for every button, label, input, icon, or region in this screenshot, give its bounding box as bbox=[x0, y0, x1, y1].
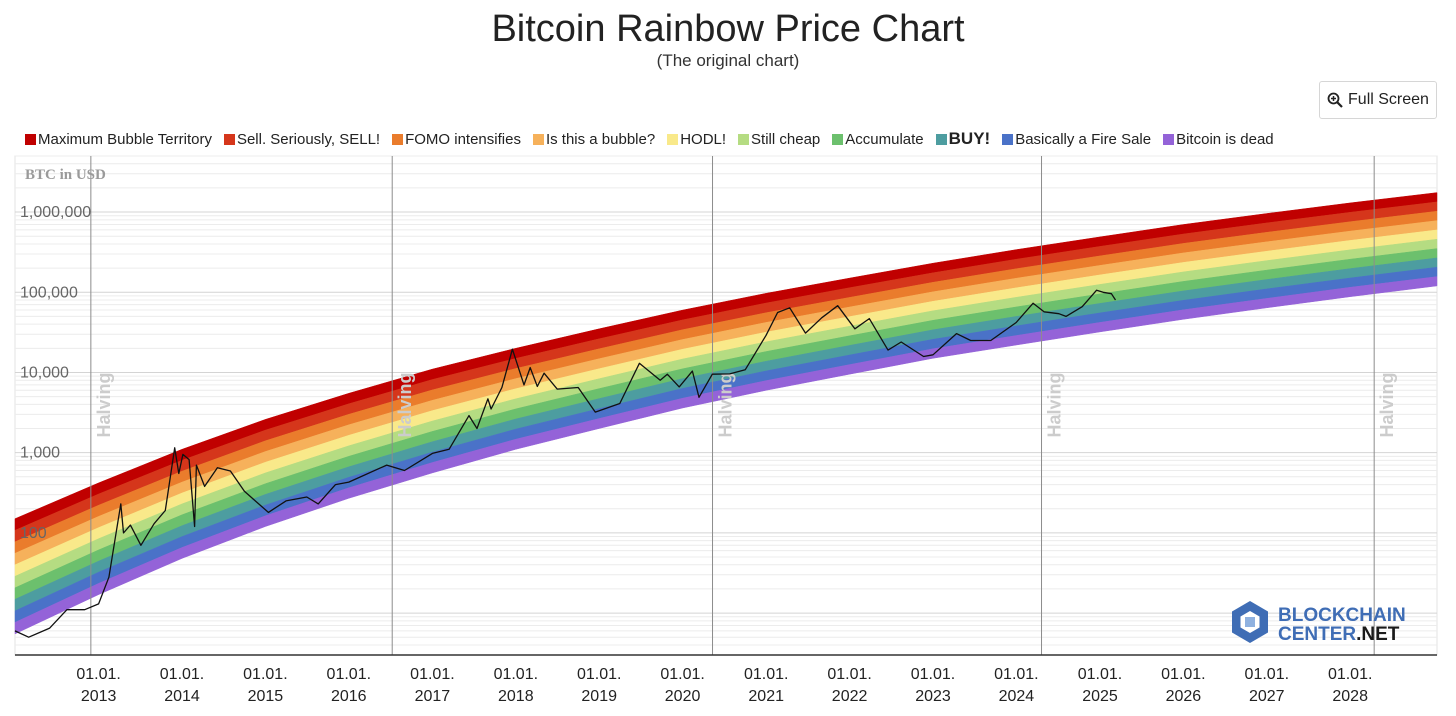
y-tick-label: 1,000,000 bbox=[20, 204, 91, 221]
legend-item[interactable]: Maximum Bubble Territory bbox=[25, 131, 212, 148]
legend-swatch bbox=[935, 133, 947, 145]
legend-swatch bbox=[832, 133, 844, 145]
legend-swatch bbox=[25, 133, 36, 145]
brand-line1: BLOCKCHAIN bbox=[1278, 605, 1406, 626]
y-tick-label: 100,000 bbox=[20, 284, 78, 301]
x-tick-label: 01.01. bbox=[1161, 666, 1205, 683]
full-screen-button[interactable]: Full Screen bbox=[1319, 81, 1437, 119]
brand-suffix: .NET bbox=[1356, 624, 1400, 645]
rainbow-band bbox=[14, 276, 1438, 635]
x-tick-label: 2025 bbox=[1082, 688, 1118, 705]
x-tick-label: 01.01. bbox=[76, 666, 120, 683]
halving-label: Halving bbox=[716, 372, 736, 437]
halving-label: Halving bbox=[94, 372, 114, 437]
y-tick-label: 10,000 bbox=[20, 364, 69, 381]
legend-label: Accumulate bbox=[845, 130, 924, 148]
legend-item[interactable]: Sell. Seriously, SELL! bbox=[223, 130, 381, 148]
legend-label: Still cheap bbox=[751, 130, 821, 148]
y-tick-label: 100 bbox=[20, 525, 47, 542]
cube-icon bbox=[1245, 617, 1255, 627]
x-tick-label: 01.01. bbox=[410, 666, 454, 683]
halving-label: Halving bbox=[1377, 372, 1397, 437]
x-tick-label: 2016 bbox=[331, 688, 367, 705]
x-tick-label: 2020 bbox=[665, 688, 701, 705]
full-screen-label: Full Screen bbox=[1348, 91, 1429, 108]
legend-swatch bbox=[1002, 133, 1014, 145]
x-tick-label: 01.01. bbox=[1245, 666, 1289, 683]
legend-swatch bbox=[738, 133, 750, 145]
x-tick-label: 2013 bbox=[81, 688, 117, 705]
legend-swatch bbox=[667, 133, 679, 145]
x-tick-label: 01.01. bbox=[911, 666, 955, 683]
legend-label: Bitcoin is dead bbox=[1176, 130, 1274, 148]
x-tick-label: 2022 bbox=[832, 688, 868, 705]
chart-title: Bitcoin Rainbow Price Chart bbox=[491, 8, 965, 50]
x-tick-label: 01.01. bbox=[327, 666, 371, 683]
brand-center: CENTER bbox=[1278, 624, 1356, 645]
x-tick-label: 2018 bbox=[498, 688, 534, 705]
legend-item[interactable]: Basically a Fire Sale bbox=[1002, 131, 1151, 148]
x-tick-label: 01.01. bbox=[243, 666, 287, 683]
x-tick-label: 2026 bbox=[1166, 688, 1202, 705]
x-tick-label: 01.01. bbox=[660, 666, 704, 683]
legend-label: Basically a Fire Sale bbox=[1015, 130, 1152, 148]
legend-label: Maximum Bubble Territory bbox=[38, 130, 212, 148]
legend-label: BUY! bbox=[948, 129, 991, 148]
legend-item[interactable]: FOMO intensifies bbox=[392, 131, 521, 148]
zoom-in-icon bbox=[1327, 92, 1343, 108]
legend-label: Is this a bubble? bbox=[545, 130, 656, 148]
legend-item[interactable]: Accumulate bbox=[832, 130, 924, 148]
legend-swatch bbox=[1163, 133, 1175, 145]
legend-item[interactable]: Is this a bubble? bbox=[532, 130, 656, 148]
brand-line2: CENTER.NET bbox=[1278, 624, 1400, 645]
y-axis: 1,000,000 100,000 10,000 1,000 100 BTC in USD bbox=[20, 167, 106, 542]
x-tick-label: 01.01. bbox=[1328, 666, 1372, 683]
x-tick-label: 2021 bbox=[748, 688, 784, 705]
legend-label: FOMO intensifies bbox=[405, 130, 521, 148]
x-tick-label: 2024 bbox=[999, 688, 1035, 705]
price-line bbox=[14, 289, 1117, 638]
y-axis-title: BTC in USD bbox=[25, 167, 106, 183]
legend-swatch bbox=[223, 133, 235, 145]
x-tick-label: 2019 bbox=[581, 688, 617, 705]
x-tick-label: 2023 bbox=[915, 688, 951, 705]
x-tick-label: 01.01. bbox=[577, 666, 621, 683]
x-tick-label: 2015 bbox=[248, 688, 284, 705]
legend-swatch bbox=[392, 133, 404, 145]
x-tick-label: 01.01. bbox=[160, 666, 204, 683]
legend-swatch bbox=[532, 133, 544, 145]
gridlines bbox=[15, 155, 1437, 656]
x-tick-label: 2014 bbox=[164, 688, 200, 705]
x-tick-label: 01.01. bbox=[994, 666, 1038, 683]
legend-item[interactable]: Bitcoin is dead bbox=[1163, 131, 1274, 148]
legend-item[interactable]: BUY! bbox=[935, 129, 991, 149]
chart-legend: Maximum Bubble Territory Sell. Seriously,… bbox=[25, 128, 1274, 150]
legend-item[interactable]: Still cheap bbox=[738, 131, 820, 148]
chart-subtitle: (The original chart) bbox=[656, 51, 800, 70]
halving-label: Halving bbox=[1045, 372, 1065, 437]
x-tick-label: 01.01. bbox=[827, 666, 871, 683]
legend-label: HODL! bbox=[680, 130, 727, 148]
x-tick-label: 01.01. bbox=[494, 666, 538, 683]
legend-label: Sell. Seriously, SELL! bbox=[236, 130, 381, 148]
x-tick-label: 2027 bbox=[1249, 688, 1285, 705]
x-axis: 01.01. 2013 01.01. 2014 01.01. 2015 01.01. 2016… bbox=[15, 654, 1437, 705]
x-tick-label: 01.01. bbox=[1078, 666, 1122, 683]
x-tick-label: 01.01. bbox=[744, 666, 788, 683]
y-tick-label: 1,000 bbox=[20, 445, 60, 462]
halving-markers: Halving Halving Halving Halving Halving bbox=[90, 156, 1397, 655]
halving-label: Halving bbox=[395, 372, 415, 437]
legend-item[interactable]: HODL! bbox=[667, 131, 726, 148]
x-tick-label: 2028 bbox=[1332, 688, 1368, 705]
x-tick-label: 2017 bbox=[415, 688, 451, 705]
